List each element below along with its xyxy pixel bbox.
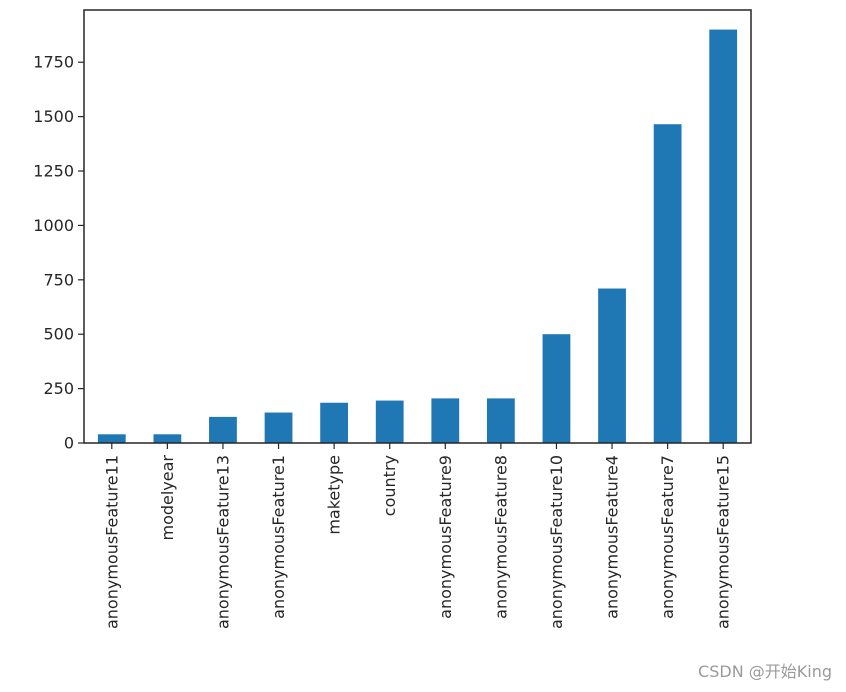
watermark-text: CSDN @开始King — [698, 662, 832, 681]
x-tick-label: anonymousFeature15 — [714, 455, 733, 629]
bar-anonymousFeature15 — [709, 29, 738, 443]
x-tick-label: anonymousFeature1 — [269, 455, 288, 619]
bar-modelyear — [153, 434, 182, 443]
x-tick-label: anonymousFeature4 — [603, 455, 622, 619]
x-tick-label: anonymousFeature8 — [491, 455, 510, 619]
x-tick-label: modelyear — [158, 455, 177, 541]
x-tick-label: anonymousFeature7 — [658, 455, 677, 619]
x-tick-label: anonymousFeature13 — [213, 455, 232, 629]
x-axis: anonymousFeature11 modelyear anonymousFeat… — [102, 443, 733, 629]
bar-anonymousFeature9 — [431, 398, 460, 443]
bar-anonymousFeature11 — [97, 434, 126, 443]
y-tick-label: 500 — [43, 325, 74, 344]
bars-group — [97, 29, 738, 443]
bar-anonymousFeature10 — [542, 334, 571, 443]
x-tick-label: anonymousFeature10 — [547, 455, 566, 629]
y-tick-label: 250 — [43, 379, 74, 398]
bar-anonymousFeature13 — [209, 416, 237, 443]
x-tick-label: anonymousFeature11 — [102, 455, 121, 629]
y-tick-label: 750 — [43, 270, 74, 289]
bar-anonymousFeature7 — [653, 124, 682, 443]
x-tick-label: country — [380, 455, 399, 516]
bar-country — [375, 400, 404, 443]
y-axis: 0 250 500 750 1000 1250 1500 1750 — [33, 53, 84, 453]
plot-frame — [83, 9, 752, 444]
y-tick-label: 0 — [64, 434, 74, 453]
x-tick-label: anonymousFeature9 — [436, 455, 455, 619]
y-tick-label: 1250 — [33, 162, 74, 181]
y-tick-label: 1500 — [33, 107, 74, 126]
x-tick-label: maketype — [325, 455, 344, 535]
bar-anonymousFeature1 — [264, 412, 293, 443]
bar-anonymousFeature8 — [486, 398, 515, 443]
y-tick-label: 1750 — [33, 53, 74, 72]
bar-anonymousFeature4 — [598, 288, 626, 443]
y-tick-label: 1000 — [33, 216, 74, 235]
bar-maketype — [320, 402, 349, 443]
